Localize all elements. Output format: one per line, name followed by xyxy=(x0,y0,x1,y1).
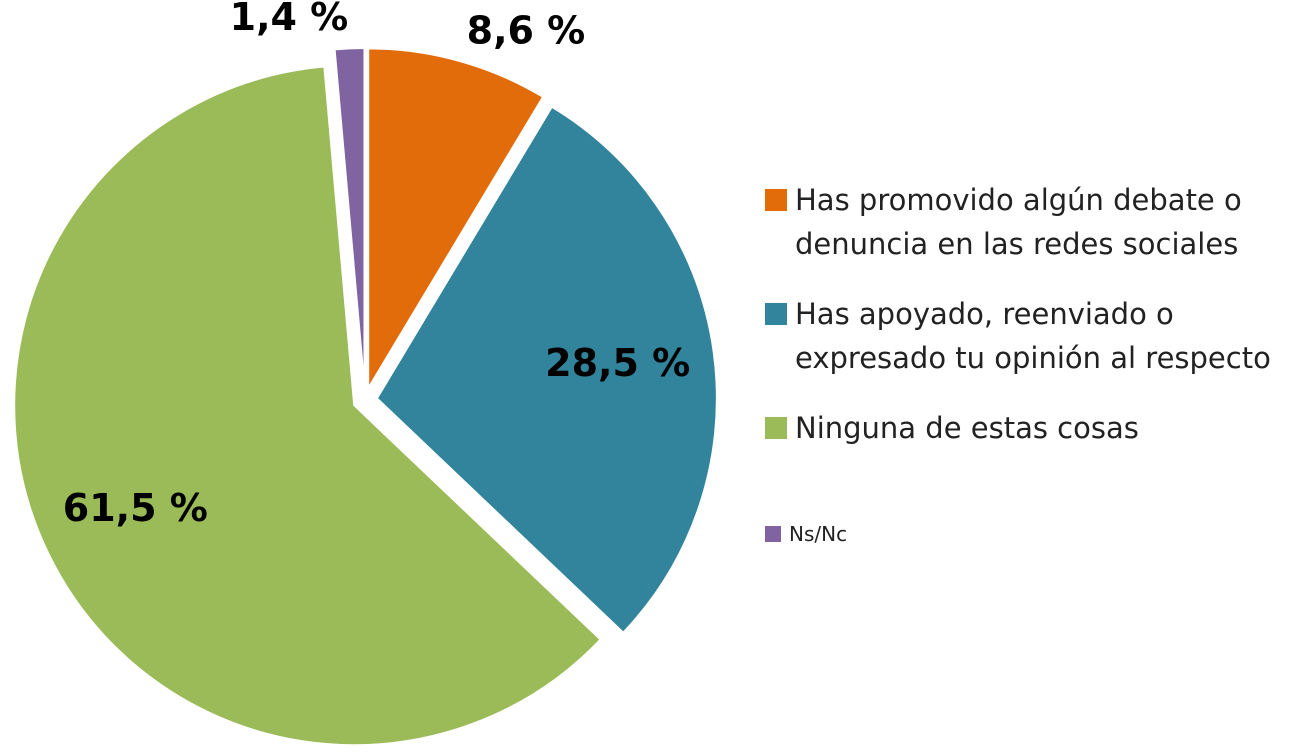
legend-swatch xyxy=(765,303,787,325)
legend-swatch xyxy=(765,417,787,439)
legend-label: Has apoyado, reenviado o expresado tu op… xyxy=(795,297,1271,375)
legend-label: Has promovido algún debate o denuncia en… xyxy=(795,183,1242,261)
pie-slice xyxy=(367,47,545,393)
pie-slice xyxy=(333,47,366,389)
legend-label: Ninguna de estas cosas xyxy=(795,411,1139,445)
legend-item: Has promovido algún debate o denuncia en… xyxy=(765,178,1285,266)
data-label: 8,6 % xyxy=(467,9,586,53)
legend-label: Ns/Nc xyxy=(789,522,848,546)
legend-item: Ns/Nc xyxy=(765,520,1285,548)
legend-item: Has apoyado, reenviado o expresado tu op… xyxy=(765,292,1285,380)
data-label: 1,4 % xyxy=(230,0,349,39)
legend-swatch xyxy=(765,526,781,542)
data-label: 61,5 % xyxy=(63,486,208,530)
legend-swatch xyxy=(765,189,787,211)
pie-area: 8,6 % 28,5 % 61,5 % 1,4 % xyxy=(13,0,718,747)
legend: Has promovido algún debate o denuncia en… xyxy=(765,178,1285,574)
data-label: 28,5 % xyxy=(545,341,690,385)
legend-item: Ninguna de estas cosas xyxy=(765,406,1285,450)
pie-slice xyxy=(375,105,718,635)
pie-slice xyxy=(13,65,602,747)
